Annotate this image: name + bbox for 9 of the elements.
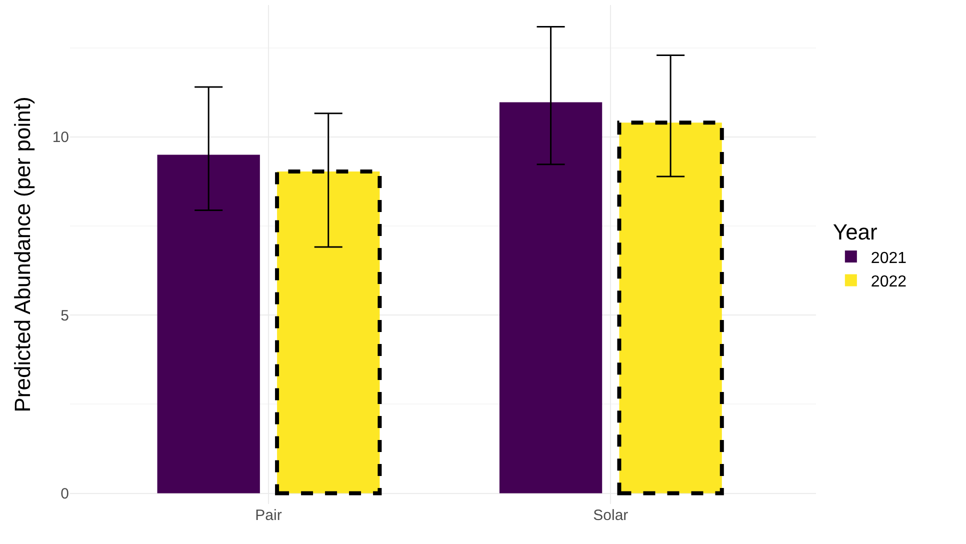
legend-label: 2022 bbox=[870, 274, 907, 291]
x-tick-label: Pair bbox=[255, 507, 282, 524]
x-tick-label: Solar bbox=[593, 507, 628, 524]
y-tick-label: 5 bbox=[60, 307, 69, 324]
legend-title: Year bbox=[832, 220, 878, 245]
y-axis-title: Predicted Abundance (per point) bbox=[10, 96, 36, 412]
legend-label: 2021 bbox=[870, 250, 907, 267]
y-tick-label: 10 bbox=[52, 129, 69, 146]
y-tick-label: 0 bbox=[60, 486, 69, 503]
